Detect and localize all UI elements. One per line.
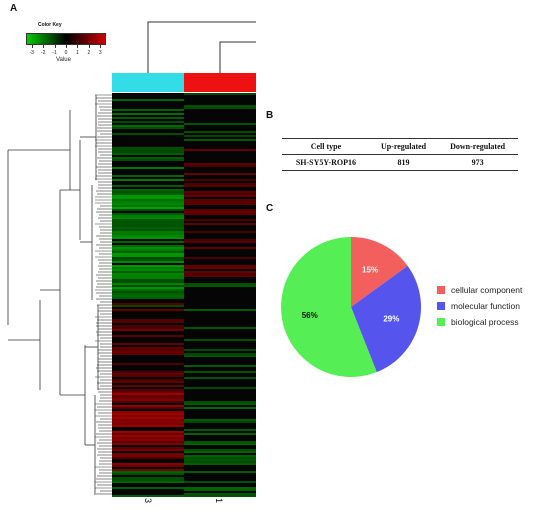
color-key-tickmark: [43, 45, 45, 48]
column-label-1: 1: [214, 498, 224, 504]
pie-slice-label: 15%: [362, 266, 378, 275]
table-header-row: Cell type Up-regulated Down-regulated: [282, 138, 518, 155]
table-header-up-regulated: Up-regulated: [380, 142, 427, 151]
table-cell-down-regulated: 973: [471, 158, 484, 167]
legend-item: molecular function: [437, 298, 522, 314]
color-key-tickmark: [100, 45, 102, 48]
legend-swatch: [437, 286, 445, 294]
color-key-tick: 2: [87, 50, 91, 56]
legend-label: molecular function: [451, 301, 520, 311]
legend-item: cellular component: [437, 282, 522, 298]
color-key-tickmark: [77, 45, 79, 48]
color-key-tick: -2: [40, 50, 46, 56]
color-key-gradient: [26, 33, 106, 45]
legend-label: biological process: [451, 317, 519, 327]
column-group-bar-1: [184, 73, 256, 92]
table-cell-cell-type: SH-SY5Y-ROP16: [295, 158, 356, 167]
row-dendrogram: [7, 94, 112, 495]
regulation-table: Cell type Up-regulated Down-regulated SH…: [282, 138, 518, 171]
color-key-ticks: -3 -2 -1 0 1 2 3: [26, 50, 106, 57]
legend-swatch: [437, 302, 445, 310]
color-key-tickmark: [31, 45, 33, 48]
color-key-tick: 1: [76, 50, 79, 56]
color-key-tickmark: [66, 45, 67, 48]
color-key-value-label: Value: [56, 57, 71, 63]
panel-label-c: C: [266, 203, 274, 214]
color-key-tick: -3: [29, 50, 34, 56]
color-key-title: Color Key: [38, 22, 62, 28]
column-label-3: 3: [143, 498, 153, 504]
legend-label: cellular component: [451, 285, 523, 295]
pie-slice-molecular-function: [351, 265, 421, 373]
panel-label-a: A: [10, 3, 18, 14]
color-key-tickmark: [88, 45, 90, 48]
table-header-cell-type: Cell type: [310, 142, 342, 151]
table-header-down-regulated: Down-regulated: [450, 142, 506, 151]
panel-label-b: B: [266, 110, 274, 121]
pie-slice-biological-process: [281, 237, 377, 377]
pie-slice-label: 56%: [302, 311, 318, 320]
color-key-tick: 3: [98, 50, 102, 56]
legend-item: biological process: [437, 314, 522, 330]
pie-slice-label: 29%: [383, 315, 399, 324]
color-key-tick: -1: [52, 50, 57, 56]
pie-slice-cellular-component: [351, 237, 408, 307]
column-dendrogram: [147, 21, 256, 73]
go-category-pie-chart: 15% 29% 56%: [281, 237, 421, 377]
table-cell-up-regulated: 819: [397, 158, 410, 167]
color-key-tick: 0: [64, 50, 68, 56]
legend-swatch: [437, 318, 445, 326]
table-row: SH-SY5Y-ROP16 819 973: [282, 155, 518, 171]
column-group-bar-3: [112, 73, 184, 92]
heatmap-cells: [112, 93, 256, 497]
color-key-tickmark: [54, 45, 56, 48]
pie-legend: cellular component molecular function biol…: [437, 282, 522, 330]
